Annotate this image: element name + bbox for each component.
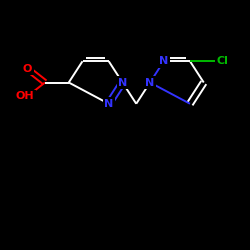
Text: N: N	[146, 78, 154, 88]
Text: N: N	[159, 56, 168, 66]
Text: N: N	[104, 99, 113, 109]
Text: N: N	[118, 78, 127, 88]
Text: OH: OH	[16, 91, 34, 101]
Text: Cl: Cl	[216, 56, 228, 66]
Text: O: O	[23, 64, 32, 74]
